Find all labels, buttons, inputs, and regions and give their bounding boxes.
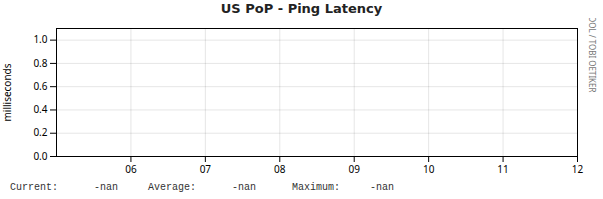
svg-text:0.4: 0.4 <box>33 102 47 116</box>
svg-text:0.2: 0.2 <box>33 125 47 139</box>
svg-text:12: 12 <box>572 162 584 176</box>
svg-text:07: 07 <box>200 162 212 176</box>
svg-text:milliseconds: milliseconds <box>0 63 14 121</box>
svg-text:0.6: 0.6 <box>33 79 47 93</box>
svg-text:1.0: 1.0 <box>33 32 47 46</box>
svg-text:09: 09 <box>348 162 360 176</box>
svg-text:0.8: 0.8 <box>33 56 47 70</box>
svg-text:0.0: 0.0 <box>33 149 47 163</box>
svg-text:08: 08 <box>274 162 286 176</box>
svg-text:11: 11 <box>497 162 508 176</box>
html-text:US PoP - Ping Latency: US PoP - Ping Latency <box>220 1 383 16</box>
svg-text:06: 06 <box>125 162 137 176</box>
html-text:Current: -nan Average: -nan Ma: Current: -nan Average: -nan Maximum: -na… <box>10 182 395 193</box>
svg-text:RRDTOOL / TOBI OETIKER: RRDTOOL / TOBI OETIKER <box>587 18 598 93</box>
svg-text:10: 10 <box>423 162 435 176</box>
